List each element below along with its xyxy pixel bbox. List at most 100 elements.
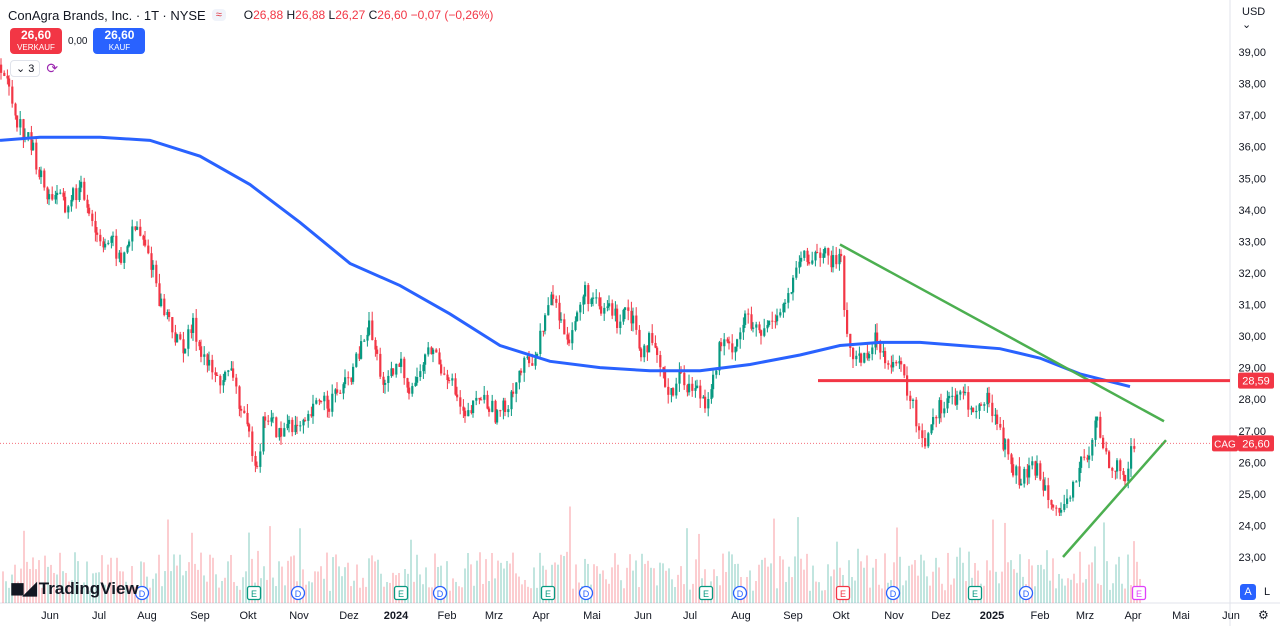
event-marker: E <box>393 585 409 601</box>
candle-body <box>822 253 825 258</box>
event-marker: E <box>967 585 983 601</box>
volume-bar <box>638 587 640 603</box>
volume-bar <box>989 570 991 603</box>
candle-body <box>158 283 161 307</box>
candle-body <box>943 408 946 414</box>
volume-bar <box>467 553 469 603</box>
candle-body <box>30 132 33 151</box>
volume-bar <box>1010 560 1012 603</box>
candle-body <box>200 346 203 357</box>
volume-bar <box>767 566 769 603</box>
earnings-marker <box>540 585 556 601</box>
symbol-title[interactable]: ConAgra Brands, Inc. · 1T · NYSE <box>8 7 206 23</box>
volume-bar <box>1115 564 1117 603</box>
volume-bar <box>212 557 214 603</box>
candle-body <box>568 339 571 344</box>
x-tick-label: Mrz <box>1076 610 1094 622</box>
candles <box>0 58 1136 517</box>
candle-body <box>739 332 742 340</box>
candle-body <box>1058 508 1061 513</box>
volume-bar <box>569 506 571 603</box>
candle-body <box>736 339 739 347</box>
volume-bar <box>476 560 478 603</box>
candle-body <box>123 252 126 263</box>
volume-bar <box>236 585 238 603</box>
volume-bar <box>602 570 604 603</box>
candle-body <box>723 339 726 347</box>
candle-body <box>483 394 486 400</box>
gear-icon[interactable]: ⚙ <box>1258 608 1269 622</box>
candle-body <box>467 410 470 417</box>
volume-bar <box>509 563 511 603</box>
tv-logo-icon: ◼◢ <box>10 578 37 598</box>
candle-body <box>390 368 393 376</box>
volume-bar <box>488 581 490 603</box>
candle-body <box>1096 416 1099 421</box>
candle-body <box>238 386 241 409</box>
candle-body <box>382 376 385 385</box>
volume-bar <box>608 583 610 603</box>
volume-bar <box>1073 573 1075 603</box>
volume-bar <box>620 580 622 603</box>
volume-bar <box>815 581 817 603</box>
volume-bar <box>380 573 382 603</box>
compare-icon[interactable]: ≈ <box>211 9 226 21</box>
candle-body <box>392 368 395 375</box>
volume-bar <box>29 568 31 603</box>
tradingview-logo[interactable]: ◼◢ TradingView <box>10 578 139 598</box>
volume-bar <box>1100 585 1102 603</box>
candle-body <box>999 423 1002 428</box>
buy-button[interactable]: 26,60 KAUF <box>93 28 146 54</box>
earnings-marker <box>698 585 714 601</box>
volume-bar <box>185 570 187 603</box>
candle-body <box>363 340 366 342</box>
indicators-toggle[interactable]: ⌄ 3 ⟳ <box>10 60 58 77</box>
candle-body <box>464 410 467 417</box>
volume-bar <box>131 566 133 603</box>
candle-body <box>350 377 353 382</box>
event-marker: E <box>540 585 556 601</box>
x-tick-label: Aug <box>731 610 751 622</box>
ticker-tag <box>1212 435 1238 452</box>
volume-bar <box>788 566 790 603</box>
candle-body <box>1080 456 1083 468</box>
candle-body <box>83 181 86 200</box>
candle-body <box>54 194 57 200</box>
candle-body <box>355 353 358 367</box>
candle-body <box>126 246 129 253</box>
candle-body <box>659 355 662 368</box>
candle-body <box>408 387 411 394</box>
trendline <box>839 243 1165 423</box>
sell-button[interactable]: 26,60 VERKAUF <box>10 28 62 54</box>
x-tick-label: Feb <box>438 610 457 622</box>
candle-body <box>744 313 747 325</box>
candle-body <box>56 192 59 195</box>
candle-body <box>1124 474 1127 482</box>
volume-bar <box>422 584 424 603</box>
x-tick-label: Jul <box>92 610 106 622</box>
volume-bar <box>1133 541 1135 603</box>
candle-body <box>272 417 275 419</box>
candle-body <box>430 347 433 355</box>
volume-bar <box>797 517 799 603</box>
refresh-icon[interactable]: ⟳ <box>46 60 59 76</box>
currency-selector[interactable]: USD ⌄ <box>1242 6 1266 31</box>
candle-body <box>307 414 310 421</box>
volume-bar <box>275 586 277 603</box>
candle-body <box>374 340 377 350</box>
volume-bar <box>923 560 925 603</box>
volume-bar <box>650 567 652 603</box>
candle-body <box>358 353 361 359</box>
candle-body <box>782 303 785 313</box>
volume-bar <box>179 554 181 603</box>
volume-bar <box>938 567 940 603</box>
candle-body <box>1108 451 1111 469</box>
volume-bar <box>1082 582 1084 603</box>
log-scale-button[interactable]: L <box>1263 586 1271 598</box>
auto-scale-button[interactable]: A <box>1240 584 1256 600</box>
earnings-marker <box>967 585 983 601</box>
candle-body <box>795 267 798 278</box>
volume-bar <box>95 572 97 603</box>
candle-body <box>152 264 155 270</box>
